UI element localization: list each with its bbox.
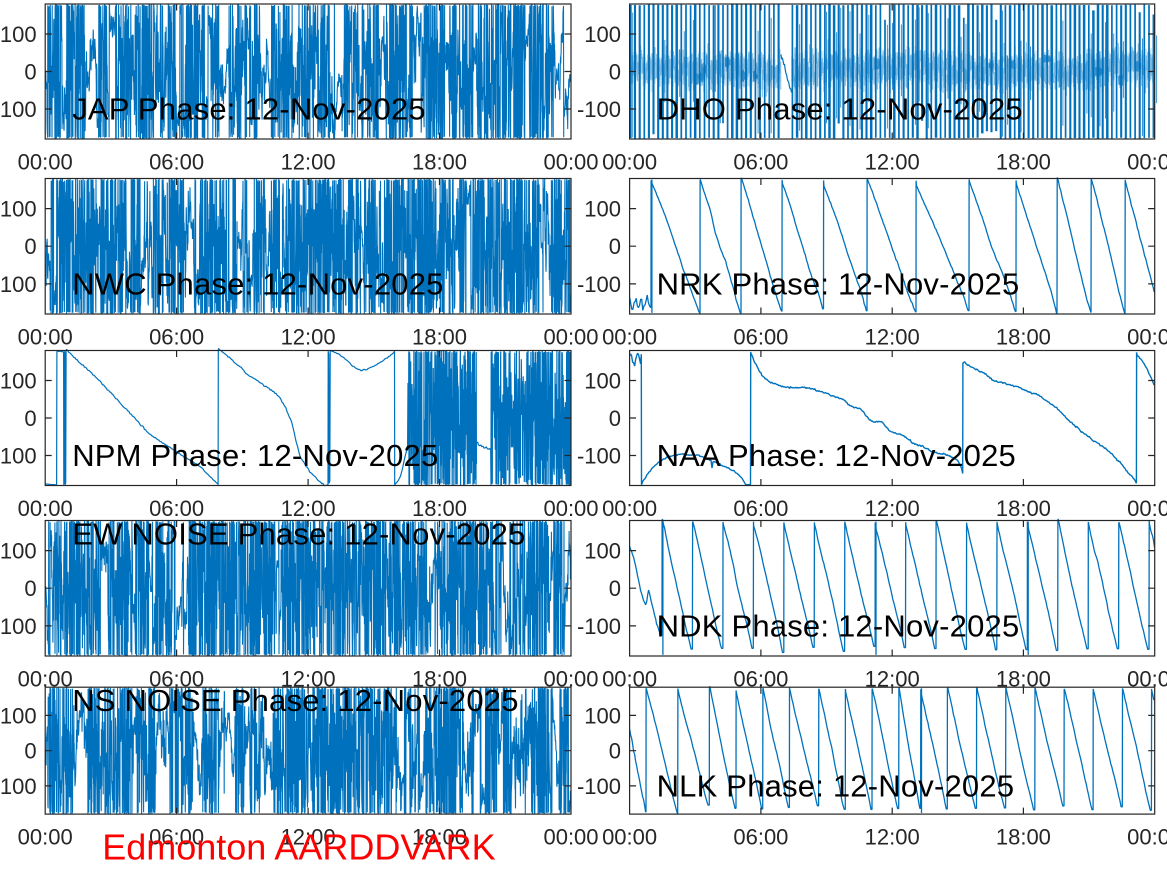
svg-text:00:00: 00:00 — [1127, 496, 1167, 521]
svg-text:18:00: 18:00 — [996, 496, 1051, 521]
svg-text:0: 0 — [609, 406, 621, 431]
svg-text:12:00: 12:00 — [865, 149, 920, 174]
svg-text:-100: -100 — [0, 614, 37, 639]
svg-text:100: 100 — [584, 703, 621, 728]
svg-text:100: 100 — [584, 22, 621, 47]
svg-text:18:00: 18:00 — [996, 149, 1051, 174]
svg-text:NAA Phase: 12-Nov-2025: NAA Phase: 12-Nov-2025 — [657, 438, 1016, 473]
svg-text:12:00: 12:00 — [281, 149, 336, 174]
svg-text:00:00: 00:00 — [18, 149, 73, 174]
svg-text:-100: -100 — [0, 272, 37, 297]
svg-text:00:00: 00:00 — [18, 496, 73, 521]
svg-text:06:00: 06:00 — [733, 824, 788, 849]
svg-text:12:00: 12:00 — [281, 496, 336, 521]
svg-text:NPM Phase: 12-Nov-2025: NPM Phase: 12-Nov-2025 — [72, 438, 438, 473]
svg-text:100: 100 — [584, 368, 621, 393]
svg-text:0: 0 — [24, 59, 36, 84]
svg-text:100: 100 — [0, 197, 37, 222]
svg-text:12:00: 12:00 — [865, 824, 920, 849]
svg-text:EW NOISE Phase: 12-Nov-2025: EW NOISE Phase: 12-Nov-2025 — [72, 517, 525, 552]
svg-text:0: 0 — [24, 739, 36, 764]
svg-text:06:00: 06:00 — [149, 824, 204, 849]
svg-text:00:00: 00:00 — [543, 824, 598, 849]
svg-text:100: 100 — [584, 197, 621, 222]
svg-text:-100: -100 — [577, 443, 621, 468]
svg-text:00:00: 00:00 — [602, 149, 657, 174]
svg-text:NLK Phase: 12-Nov-2025: NLK Phase: 12-Nov-2025 — [657, 769, 1015, 804]
svg-text:00:00: 00:00 — [602, 324, 657, 349]
svg-text:-100: -100 — [577, 97, 621, 122]
svg-text:-100: -100 — [577, 614, 621, 639]
svg-text:18:00: 18:00 — [412, 824, 467, 849]
svg-text:NS NOISE Phase: 12-Nov-2025: NS NOISE Phase: 12-Nov-2025 — [72, 683, 519, 718]
svg-text:06:00: 06:00 — [149, 149, 204, 174]
svg-text:12:00: 12:00 — [281, 824, 336, 849]
svg-text:06:00: 06:00 — [149, 496, 204, 521]
svg-text:18:00: 18:00 — [996, 824, 1051, 849]
svg-text:00:00: 00:00 — [602, 824, 657, 849]
svg-text:0: 0 — [609, 739, 621, 764]
svg-text:18:00: 18:00 — [412, 496, 467, 521]
svg-text:12:00: 12:00 — [865, 324, 920, 349]
svg-text:100: 100 — [0, 368, 37, 393]
svg-text:NDK Phase: 12-Nov-2025: NDK Phase: 12-Nov-2025 — [657, 609, 1020, 644]
svg-text:00:00: 00:00 — [18, 324, 73, 349]
svg-text:-100: -100 — [0, 774, 37, 799]
svg-text:12:00: 12:00 — [865, 496, 920, 521]
svg-text:Edmonton AARDDVARK: Edmonton AARDDVARK — [102, 826, 496, 867]
svg-text:00:00: 00:00 — [543, 496, 598, 521]
svg-text:00:00: 00:00 — [543, 149, 598, 174]
svg-text:00:00: 00:00 — [543, 324, 598, 349]
svg-text:00:00: 00:00 — [18, 824, 73, 849]
svg-text:-100: -100 — [0, 97, 37, 122]
svg-text:00:00: 00:00 — [602, 496, 657, 521]
svg-text:0: 0 — [24, 576, 36, 601]
svg-text:0: 0 — [24, 234, 36, 259]
svg-text:-100: -100 — [0, 443, 37, 468]
svg-text:12:00: 12:00 — [281, 324, 336, 349]
svg-text:100: 100 — [0, 703, 37, 728]
svg-text:18:00: 18:00 — [996, 324, 1051, 349]
svg-text:18:00: 18:00 — [412, 149, 467, 174]
svg-text:JAP Phase: 12-Nov-2025: JAP Phase: 12-Nov-2025 — [72, 92, 426, 127]
svg-text:100: 100 — [584, 539, 621, 564]
svg-text:0: 0 — [609, 59, 621, 84]
svg-text:0: 0 — [609, 234, 621, 259]
svg-text:00:00: 00:00 — [1127, 149, 1167, 174]
svg-text:0: 0 — [24, 406, 36, 431]
svg-text:DHO Phase: 12-Nov-2025: DHO Phase: 12-Nov-2025 — [657, 92, 1023, 127]
svg-text:18:00: 18:00 — [412, 324, 467, 349]
svg-text:06:00: 06:00 — [733, 149, 788, 174]
svg-text:00:00: 00:00 — [1127, 824, 1167, 849]
svg-text:06:00: 06:00 — [733, 496, 788, 521]
svg-text:NWC Phase: 12-Nov-2025: NWC Phase: 12-Nov-2025 — [72, 267, 443, 302]
svg-text:-100: -100 — [577, 272, 621, 297]
svg-text:-100: -100 — [577, 774, 621, 799]
svg-text:06:00: 06:00 — [733, 324, 788, 349]
svg-text:06:00: 06:00 — [149, 324, 204, 349]
svg-text:100: 100 — [0, 539, 37, 564]
svg-text:NRK Phase: 12-Nov-2025: NRK Phase: 12-Nov-2025 — [657, 267, 1020, 302]
svg-text:100: 100 — [0, 22, 37, 47]
svg-text:00:00: 00:00 — [1127, 324, 1167, 349]
svg-text:0: 0 — [609, 576, 621, 601]
